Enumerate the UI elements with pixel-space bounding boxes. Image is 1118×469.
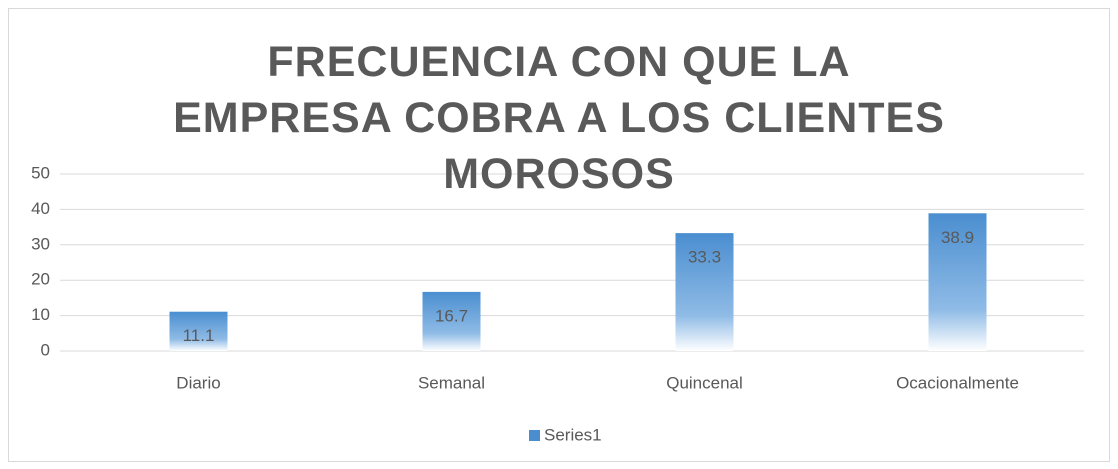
bar <box>928 213 987 351</box>
data-label: 11.1 <box>183 326 215 345</box>
bar <box>169 311 228 351</box>
x-tick-label: Semanal <box>418 373 485 392</box>
y-tick-label: 30 <box>31 234 50 253</box>
x-tick-label: Quincenal <box>666 373 743 392</box>
y-tick-label: 40 <box>31 199 50 218</box>
x-tick-label: Ocacionalmente <box>896 373 1019 392</box>
legend-swatch <box>529 430 540 441</box>
x-tick-label: Diario <box>176 373 220 392</box>
y-tick-label: 20 <box>31 270 50 289</box>
bar <box>675 233 734 351</box>
data-label: 16.7 <box>435 306 468 325</box>
y-tick-label: 0 <box>41 340 50 359</box>
data-label: 38.9 <box>941 228 974 247</box>
chart-border <box>8 8 1110 462</box>
data-label: 33.3 <box>688 248 721 267</box>
chart-title: FRECUENCIA CON QUE LA EMPRESA COBRA A LO… <box>173 38 945 198</box>
y-tick-label: 50 <box>31 163 50 182</box>
legend-label: Series1 <box>544 425 602 444</box>
bar <box>422 291 481 351</box>
y-tick-label: 10 <box>31 305 50 324</box>
